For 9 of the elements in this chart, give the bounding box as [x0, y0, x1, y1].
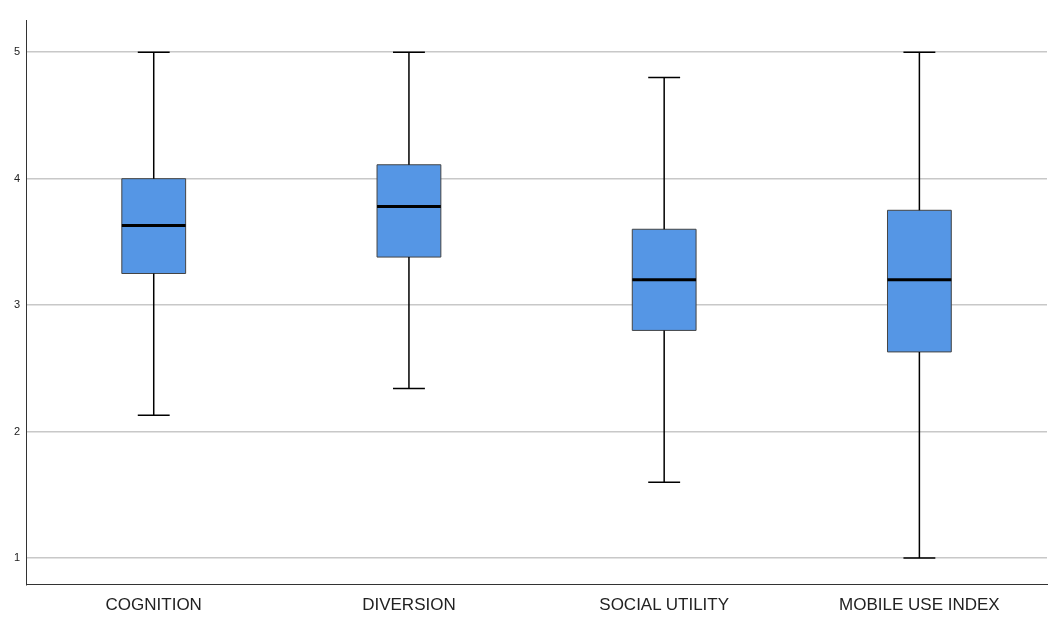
- x-tick-label: DIVERSION: [362, 595, 456, 615]
- x-tick-label: COGNITION: [105, 595, 202, 615]
- y-tick-label: 5: [13, 45, 21, 58]
- x-tick-label: MOBILE USE INDEX: [839, 595, 1000, 615]
- y-tick-label: 4: [13, 171, 21, 184]
- y-tick-label: 3: [13, 298, 21, 311]
- y-tick-label: 2: [13, 424, 21, 437]
- y-tick-label: 1: [13, 551, 21, 564]
- x-tick-label: SOCIAL UTILITY: [599, 595, 730, 615]
